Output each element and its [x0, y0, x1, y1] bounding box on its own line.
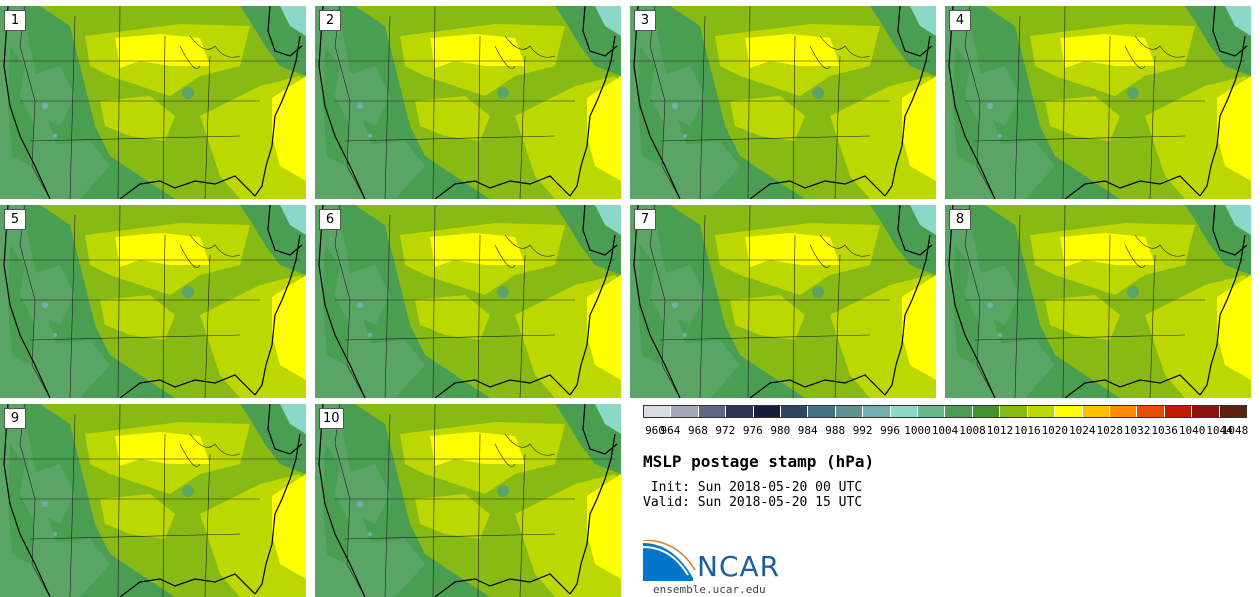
colorbar-tick-label: 1000	[904, 424, 931, 437]
colorbar-swatch	[644, 406, 672, 417]
colorbar-swatch	[698, 406, 727, 417]
member-number: 5	[4, 209, 26, 230]
member-number: 9	[4, 408, 26, 429]
colorbar-swatch	[1027, 406, 1056, 417]
colorbar-swatch	[1082, 406, 1110, 417]
member-panel: 5	[0, 205, 306, 398]
colorbar-tick-label: 1036	[1151, 424, 1178, 437]
mslp-map	[0, 205, 306, 398]
colorbar-tick-labels: 960 964 968 972 976 980 984 988 992 996 1000 1004 10…	[643, 424, 1249, 438]
member-number: 4	[949, 10, 971, 31]
member-number: 2	[319, 10, 341, 31]
colorbar-swatch	[972, 406, 1001, 417]
member-number: 10	[319, 408, 344, 429]
init-time: Init: Sun 2018-05-20 00 UTC	[643, 480, 863, 495]
colorbar-swatch	[863, 406, 891, 417]
member-panel: 8	[945, 205, 1251, 398]
mslp-map	[315, 404, 621, 597]
chart-title: MSLP postage stamp (hPa)	[643, 452, 875, 471]
valid-time: Valid: Sun 2018-05-20 15 UTC	[643, 495, 863, 510]
member-number: 3	[634, 10, 656, 31]
colorbar	[643, 405, 1247, 418]
colorbar-swatch	[753, 406, 782, 417]
logo-wordmark: NCAR	[697, 550, 781, 583]
colorbar-tick-label: 1012	[986, 424, 1014, 437]
colorbar-tick-label: 972	[715, 424, 736, 437]
mslp-map	[945, 6, 1251, 199]
member-number: 6	[319, 209, 341, 230]
colorbar-swatch	[808, 406, 836, 417]
colorbar-tick-label: 996	[880, 424, 901, 437]
member-panel: 6	[315, 205, 621, 398]
colorbar-swatch	[781, 406, 809, 417]
time-info: Init: Sun 2018-05-20 00 UTC Valid: Sun 2…	[643, 480, 862, 510]
member-panel: 2	[315, 6, 621, 199]
member-panel: 9	[0, 404, 306, 597]
colorbar-tick-label: 1020	[1041, 424, 1069, 437]
colorbar-swatch	[1055, 406, 1083, 417]
colorbar-tick-label: 980	[770, 424, 791, 437]
member-number: 7	[634, 209, 656, 230]
colorbar-swatch	[1000, 406, 1028, 417]
colorbar-swatch	[726, 406, 754, 417]
colorbar-tick-label: 964	[660, 424, 681, 437]
colorbar-tick-label: 976	[742, 424, 763, 437]
member-panel: 7	[630, 205, 936, 398]
colorbar-tick-label: 960	[645, 424, 665, 437]
colorbar-swatch	[918, 406, 946, 417]
colorbar-tick-label: 1004	[931, 424, 959, 437]
colorbar-swatch	[890, 406, 919, 417]
mslp-map	[630, 6, 936, 199]
member-panel: 4	[945, 6, 1251, 199]
mslp-map	[315, 6, 621, 199]
colorbar-tick-label: 984	[797, 424, 818, 437]
mslp-map	[0, 6, 306, 199]
colorbar-swatch	[1219, 406, 1246, 417]
ncar-logo-icon	[643, 540, 696, 581]
mslp-map	[315, 205, 621, 398]
colorbar-tick-label: 1048	[1221, 424, 1249, 437]
colorbar-swatch	[1164, 406, 1193, 417]
colorbar-tick-label: 1032	[1123, 424, 1151, 437]
mslp-map	[0, 404, 306, 597]
colorbar-swatch	[1137, 406, 1165, 417]
colorbar-swatch	[671, 406, 699, 417]
colorbar-tick-label: 1044	[1206, 424, 1233, 437]
mslp-map	[630, 205, 936, 398]
colorbar-tick-label: 968	[687, 424, 708, 437]
colorbar-tick-label: 1016	[1014, 424, 1041, 437]
colorbar-swatch	[1109, 406, 1138, 417]
colorbar-tick-label: 1008	[959, 424, 986, 437]
colorbar-tick-label: 988	[825, 424, 846, 437]
mslp-map	[945, 205, 1251, 398]
member-number: 1	[4, 10, 26, 31]
colorbar-tick-label: 1024	[1069, 424, 1096, 437]
member-panel: 3	[630, 6, 936, 199]
member-number: 8	[949, 209, 971, 230]
colorbar-swatch	[835, 406, 864, 417]
colorbar-swatch	[1192, 406, 1220, 417]
colorbar-tick-label: 1040	[1178, 424, 1206, 437]
site-url: ensemble.ucar.edu	[653, 583, 766, 596]
member-panel: 10	[315, 404, 621, 597]
colorbar-tick-label: 992	[852, 424, 873, 437]
member-panel: 1	[0, 6, 306, 199]
colorbar-tick-label: 1028	[1096, 424, 1123, 437]
colorbar-swatch	[945, 406, 973, 417]
